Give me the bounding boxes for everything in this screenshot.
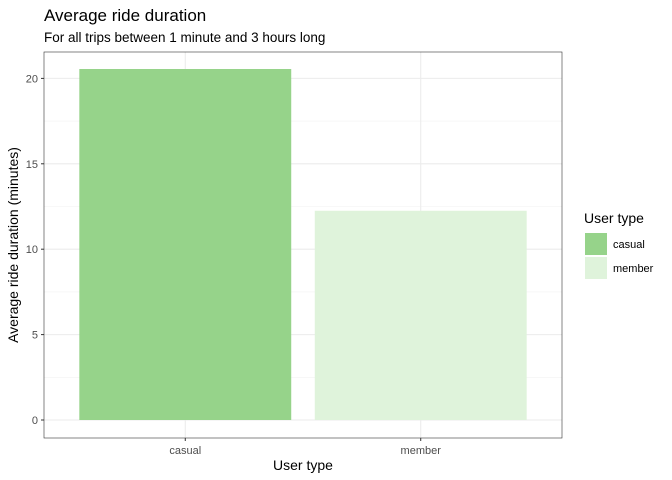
y-tick-label: 5 (32, 330, 38, 342)
bar-casual (79, 69, 292, 420)
legend-key-casual (585, 233, 607, 255)
bar-member (314, 210, 527, 420)
x-axis: casual member (169, 438, 441, 457)
y-axis-title: Average ride duration (minutes) (5, 147, 21, 343)
y-tick-label: 15 (26, 159, 38, 171)
legend-key-member (585, 257, 607, 279)
y-tick-label: 10 (26, 244, 38, 256)
bars (79, 69, 527, 420)
legend: User type casual member (584, 210, 654, 279)
x-tick-label: casual (169, 445, 201, 457)
chart-subtitle: For all trips between 1 minute and 3 hou… (44, 30, 325, 45)
x-tick-label: member (401, 445, 442, 457)
y-axis: 0 5 10 15 20 (26, 73, 44, 427)
chart-title: Average ride duration (44, 6, 206, 25)
panel-border (43, 51, 563, 439)
legend-label-member: member (613, 263, 654, 275)
x-axis-title: User type (273, 457, 333, 473)
y-tick-label: 0 (32, 415, 38, 427)
legend-title: User type (584, 210, 644, 226)
legend-label-casual: casual (613, 239, 645, 251)
y-tick-label: 20 (26, 73, 38, 85)
